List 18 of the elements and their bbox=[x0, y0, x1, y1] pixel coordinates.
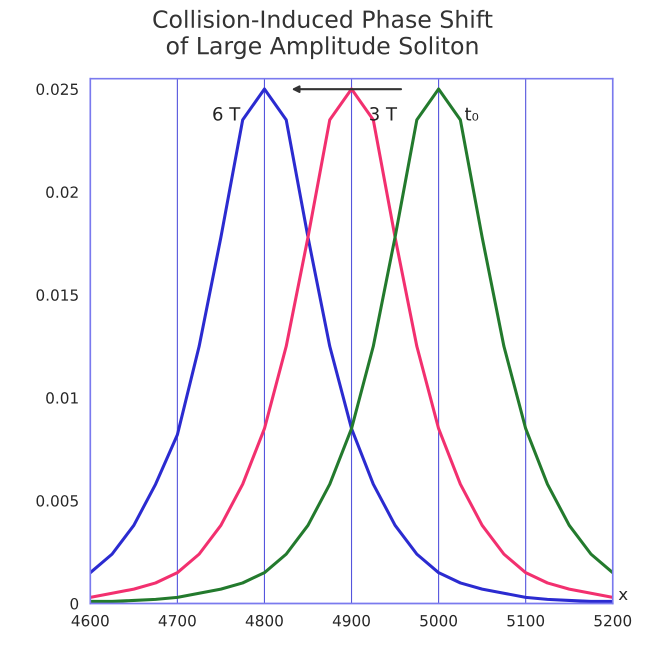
y-tick-label: 0.01 bbox=[46, 392, 78, 404]
x-tick-label: 4700 bbox=[158, 614, 196, 626]
annotation: 6 T bbox=[213, 107, 240, 121]
x-tick-label: 5000 bbox=[420, 614, 458, 626]
x-tick-label: 4600 bbox=[72, 614, 109, 626]
x-tick-label: 5200 bbox=[594, 614, 632, 626]
x-tick-label: 4800 bbox=[246, 614, 283, 626]
x-axis-title: x bbox=[618, 590, 628, 600]
x-tick-label: 5100 bbox=[507, 614, 544, 626]
x-tick-label: 4900 bbox=[332, 614, 370, 626]
y-tick-label: 0.005 bbox=[36, 495, 78, 507]
chart-title: Collision-Induced Phase Shift of Large Amplitude Soliton bbox=[153, 10, 492, 60]
y-tick-label: 0.025 bbox=[36, 83, 78, 96]
y-tick-label: 0 bbox=[70, 598, 78, 610]
annotation: t₀ bbox=[465, 108, 478, 121]
annotation: 3 T bbox=[370, 107, 398, 121]
y-tick-label: 0.02 bbox=[46, 186, 78, 198]
y-tick-label: 0.015 bbox=[36, 289, 78, 301]
